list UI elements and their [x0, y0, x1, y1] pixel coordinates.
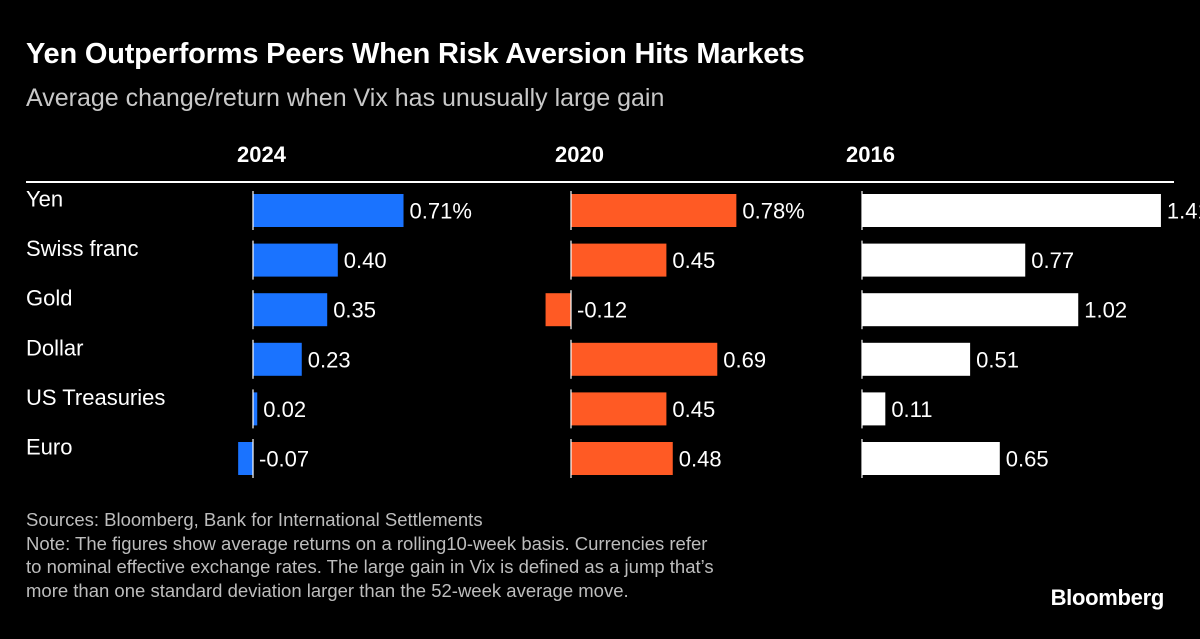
data-label: 0.23 [308, 347, 351, 372]
category-label: Gold [26, 286, 72, 311]
category-label: Euro [26, 435, 72, 460]
data-label: 0.65 [1006, 447, 1049, 472]
data-label: 0.45 [672, 248, 715, 273]
bar [571, 342, 718, 376]
data-label: -0.12 [577, 298, 627, 323]
bar [862, 194, 1161, 227]
data-label: 1.02 [1084, 298, 1127, 323]
data-label: 0.69 [723, 347, 766, 372]
bloomberg-logo: Bloomberg [1050, 585, 1165, 610]
bar [862, 342, 971, 376]
category-label: US Treasuries [26, 385, 165, 410]
data-label: 0.35 [333, 298, 376, 323]
data-label: 0.77 [1031, 248, 1074, 273]
bar [545, 293, 571, 327]
data-label: 0.45 [672, 397, 715, 422]
bar [862, 243, 1026, 277]
bar [238, 442, 253, 475]
data-label: 0.48 [679, 447, 722, 472]
data-label: 0.02 [263, 397, 306, 422]
bar [571, 243, 667, 277]
note-line-3: more than one standard deviation larger … [26, 579, 629, 601]
bar [253, 342, 302, 376]
bar [862, 442, 1000, 475]
bar [862, 392, 886, 426]
chart-title: Yen Outperforms Peers When Risk Aversion… [26, 38, 805, 70]
bar-chart: Yen Swiss franc Gold Dollar US Treasuries Eur… [26, 142, 1200, 478]
bar [571, 442, 673, 475]
bar [253, 293, 328, 327]
bar [571, 194, 737, 227]
note-line-2: to nominal effective exchange rates. The… [26, 556, 714, 577]
bar [253, 194, 404, 227]
data-label: 1.41% [1167, 199, 1200, 224]
panel-header-2020: 2020 [555, 142, 604, 167]
footer: Sources: Bloomberg, Bank for Internation… [26, 508, 1006, 602]
note-line-1: Note: The figures show average returns o… [26, 532, 708, 554]
category-label: Swiss franc [26, 236, 138, 261]
data-label: -0.07 [259, 447, 309, 472]
category-label: Yen [26, 187, 63, 212]
data-label: 0.71% [410, 199, 472, 224]
panel-header-2024: 2024 [237, 142, 287, 167]
data-label: 0.78% [742, 199, 804, 224]
bar [253, 392, 258, 426]
sources-text: Sources: Bloomberg, Bank for Internation… [26, 509, 483, 530]
panel-header-2016: 2016 [846, 142, 895, 167]
bar [571, 392, 667, 426]
bar [253, 243, 338, 277]
data-label: 0.11 [891, 397, 932, 422]
chart-subtitle: Average change/return when Vix has unusu… [26, 84, 665, 112]
category-label: Dollar [26, 335, 83, 360]
bar [862, 293, 1079, 327]
data-label: 0.40 [344, 248, 387, 273]
data-label: 0.51 [976, 347, 1019, 372]
